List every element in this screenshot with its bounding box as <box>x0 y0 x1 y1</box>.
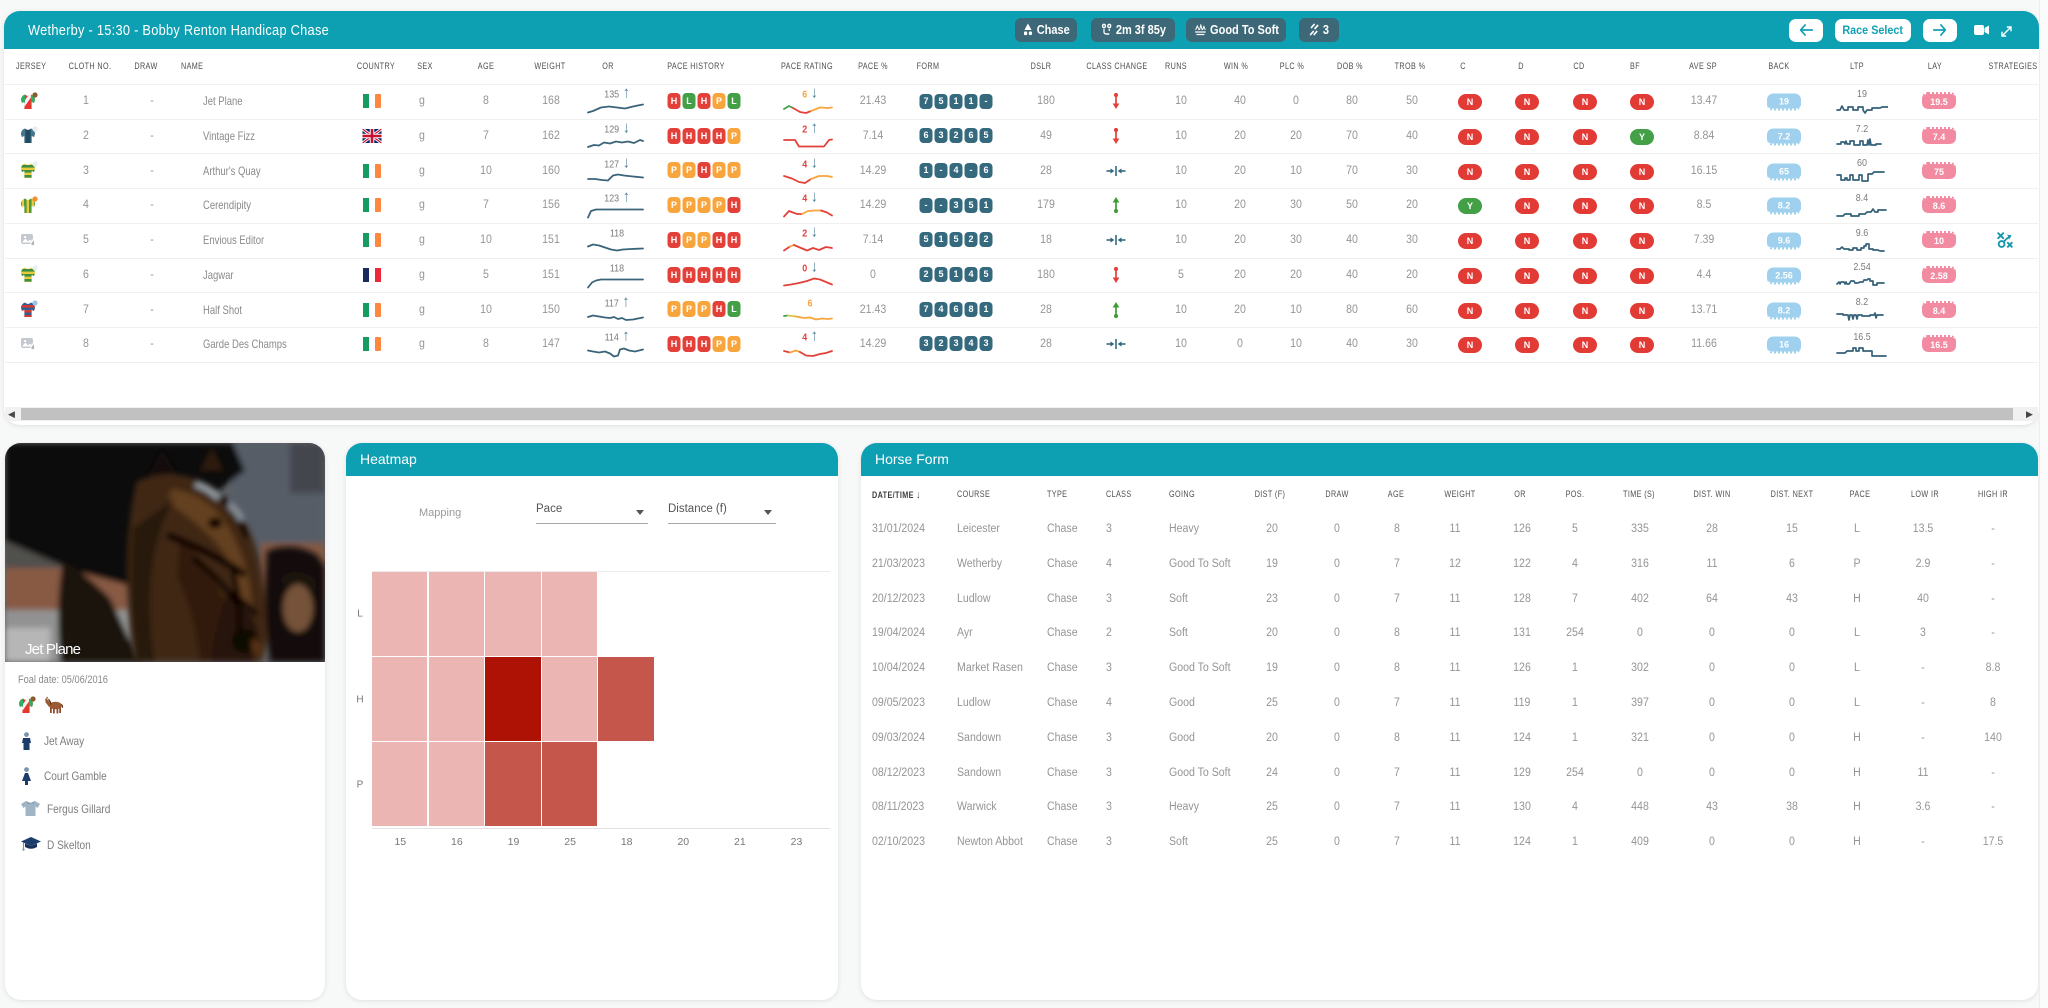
svg-text:Jet Plane: Jet Plane <box>25 641 81 658</box>
